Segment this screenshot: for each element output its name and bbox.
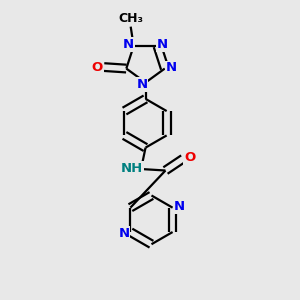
Text: N: N [157, 38, 168, 51]
Text: O: O [92, 61, 103, 74]
Text: N: N [174, 200, 185, 213]
Text: N: N [123, 38, 134, 51]
Text: CH₃: CH₃ [118, 12, 143, 25]
Text: NH: NH [121, 162, 143, 175]
Text: N: N [136, 78, 148, 92]
Text: N: N [118, 227, 129, 240]
Text: N: N [166, 61, 177, 74]
Text: O: O [184, 151, 196, 164]
